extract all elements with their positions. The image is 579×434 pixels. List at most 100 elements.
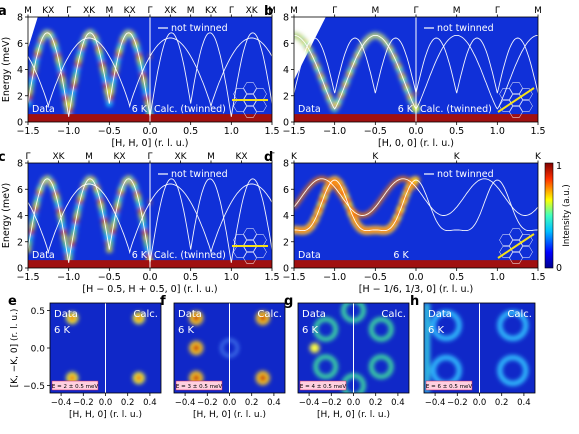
panel-g: Data 6 K Calc. E = 4 ± 0.5 meV −0.4 −0.2 0.0 0.… [284,294,410,420]
bz-hexagon [519,88,533,100]
x-tick-label: −0.5 [98,272,121,283]
x-tick-label: 0.2 [369,398,383,408]
bz-hexagon [243,106,257,118]
x-tick-label: −0.2 [321,398,342,408]
high-symmetry-label: M [85,152,93,162]
x-axis-label: [H − 0.5, H + 0.5, 0] (r. l. u.) [82,284,217,295]
ring [430,310,462,341]
x-tick-label: 1.0 [490,272,505,283]
x-axis-label: [H, H, 0] (r. l. u.) [193,410,266,420]
calc-label: Calc. (twinned) [420,104,492,115]
x-tick-label: 0.2 [495,398,509,408]
bz-hexagon [499,88,513,100]
x-tick-label: −1.5 [16,126,39,137]
temperature-label: 6 K [132,250,148,261]
high-symmetry-label: M [290,6,298,16]
high-symmetry-label: KX [113,152,125,162]
spot [309,343,320,353]
y-tick-label: 2 [17,237,23,248]
x-tick-label: 1.0 [224,272,239,283]
y-axis-label: [K, −K, 0] (r. l. u.) [10,309,20,388]
high-symmetry-label: K [372,152,379,162]
bz-hexagon [519,100,533,112]
high-symmetry-label: K [291,152,298,162]
data-label: Data [298,104,321,115]
bz-hexagon [509,252,523,264]
x-axis-label: [H, H, 0] (r. l. u.) [69,410,142,420]
data-label: Data [32,104,55,115]
y-tick-label: 2 [17,91,23,102]
high-symmetry-label: XK [52,152,65,162]
x-tick-label: −0.2 [73,398,94,408]
x-tick-label: 0.0 [408,272,423,283]
colorbar: 1 0 Intensity (a.u.) [544,161,572,274]
bz-hexagon [519,246,533,258]
ring [497,355,529,386]
y-tick-label: 0.5 [31,307,45,317]
x-tick-label: −0.5 [364,126,387,137]
high-symmetry-label: XK [246,6,259,16]
x-tick-label: −1.0 [323,272,346,283]
bz-inset [497,82,535,118]
y-tick-label: 2 [283,237,289,248]
x-axis-label: [H, 0, 0] (r. l. u.) [378,138,454,149]
data-label: Data [302,309,326,320]
temperature-label: 6 K [178,325,195,336]
calc-label: Calc. [133,309,158,320]
temperature-label: 6 K [302,325,319,336]
panel-a: not twinned Data 6 K Calc. (twinned) −1.5 −1.… [0,4,280,149]
panel-f: Data 6 K Calc. E = 3 ± 0.5 meV −0.4 −0.2 0.0 0.… [160,294,286,420]
spot-core [135,315,142,321]
x-tick-label: 0.4 [517,398,531,408]
y-tick-label: 0 [283,264,289,275]
x-tick-label: 0.0 [142,126,157,137]
panel-letter: c [0,150,6,165]
spot-core [259,314,267,322]
x-tick-label: 0.5 [449,272,464,283]
x-tick-label: 0.5 [183,272,198,283]
y-tick-label: 4 [17,211,23,222]
ring [313,354,338,379]
x-tick-label: 1.5 [264,272,279,283]
x-axis-label: [H, H, 0] (r. l. u.) [317,410,390,420]
calc-curve [294,179,538,232]
high-symmetry-label: Γ [495,6,500,16]
energy-badge-text: E = 3 ± 0.5 meV [176,384,222,390]
panel-c: not twinned Data 6 K Calc. (twinned) −1.5 −1.… [0,150,280,295]
x-tick-label: −0.4 [425,398,446,408]
elastic-line [294,260,538,268]
panel-letter: b [264,4,273,19]
y-tick-label: 0 [17,118,23,129]
energy-badge-text: E = 2 ± 0.5 meV [52,384,98,390]
bz-hexagon [243,82,257,94]
y-tick-label: 6 [283,39,289,50]
bz-hexagon [499,234,513,246]
temperature-label: 6 K [398,104,414,115]
spot-core [69,375,76,381]
high-symmetry-label: Γ [413,6,418,16]
x-tick-label: −1.0 [323,126,346,137]
x-tick-label: −0.4 [51,398,72,408]
x-tick-label: −1.0 [57,272,80,283]
high-symmetry-label: KX [235,152,247,162]
y-tick-label: 8 [283,13,289,24]
x-axis-label: [H, H, 0] (r. l. u.) [111,138,188,149]
x-tick-label: −0.4 [299,398,320,408]
x-tick-label: −0.5 [364,272,387,283]
x-tick-label: −0.5 [98,126,121,137]
panel-e: Data 6 K Calc. E = 2 ± 0.5 meV −0.4 −0.2 0.0 0.… [8,294,162,420]
unmeasured-region [28,17,38,49]
temperature-label: 6 K [428,325,445,336]
high-symmetry-label: Γ [147,6,152,16]
high-symmetry-label: M [105,6,113,16]
calc-curves [294,178,538,232]
calc-label: Calc. [381,309,406,320]
x-tick-label: −1.5 [282,126,305,137]
x-tick-label: 1.0 [490,126,505,137]
x-tick-label: 0.0 [408,126,423,137]
high-symmetry-label: Γ [332,6,337,16]
high-symmetry-label: Γ [269,152,274,162]
y-tick-label: 4 [17,65,23,76]
high-symmetry-label: K [454,152,461,162]
data-label: Data [32,250,55,261]
